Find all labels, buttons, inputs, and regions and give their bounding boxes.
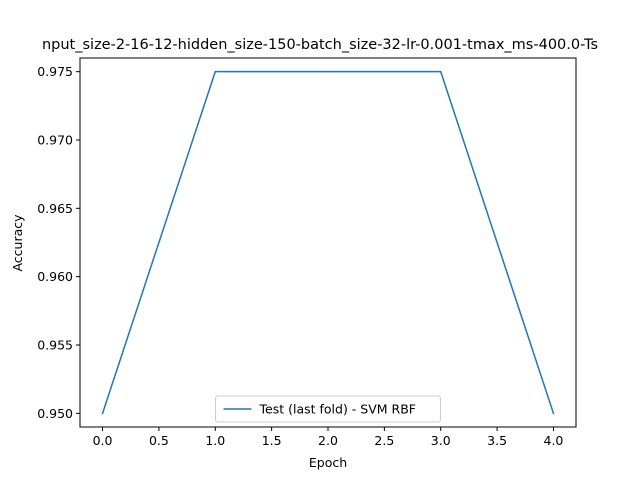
y-tick-label: 0.965 bbox=[37, 201, 73, 216]
x-tick-label: 3.5 bbox=[487, 433, 507, 448]
y-axis: 0.950 0.955 0.960 0.965 0.970 0.975 bbox=[37, 64, 80, 421]
data-point bbox=[214, 70, 217, 73]
data-point bbox=[439, 70, 442, 73]
x-tick-label: 2.0 bbox=[318, 433, 338, 448]
x-axis: 0.0 0.5 1.0 1.5 2.0 2.5 3.0 3.5 4.0 bbox=[93, 427, 564, 448]
y-tick-label: 0.975 bbox=[37, 64, 73, 79]
data-point bbox=[327, 70, 329, 73]
y-tick-label: 0.950 bbox=[37, 406, 73, 421]
chart-title: nput_size-2-16-12-hidden_size-150-batch_… bbox=[42, 37, 598, 53]
y-tick-label: 0.955 bbox=[37, 338, 73, 353]
y-tick-label: 0.970 bbox=[37, 133, 73, 148]
x-tick-label: 4.0 bbox=[544, 433, 564, 448]
data-point bbox=[101, 412, 104, 415]
y-tick-label: 0.960 bbox=[37, 269, 73, 284]
x-tick-label: 3.0 bbox=[431, 433, 451, 448]
plot-content bbox=[101, 70, 555, 415]
x-tick-label: 2.5 bbox=[374, 433, 394, 448]
x-tick-label: 1.0 bbox=[205, 433, 225, 448]
x-axis-label: Epoch bbox=[309, 455, 347, 470]
legend-box bbox=[215, 395, 441, 423]
legend-label: Test (last fold) - SVM RBF bbox=[259, 402, 416, 417]
x-tick-label: 1.5 bbox=[262, 433, 282, 448]
data-point bbox=[552, 412, 555, 415]
plot-area bbox=[80, 58, 576, 427]
y-axis-label: Accuracy bbox=[10, 214, 25, 272]
x-tick-label: 0.0 bbox=[93, 433, 113, 448]
x-tick-label: 0.5 bbox=[149, 433, 169, 448]
legend: Test (last fold) - SVM RBF bbox=[215, 395, 441, 423]
